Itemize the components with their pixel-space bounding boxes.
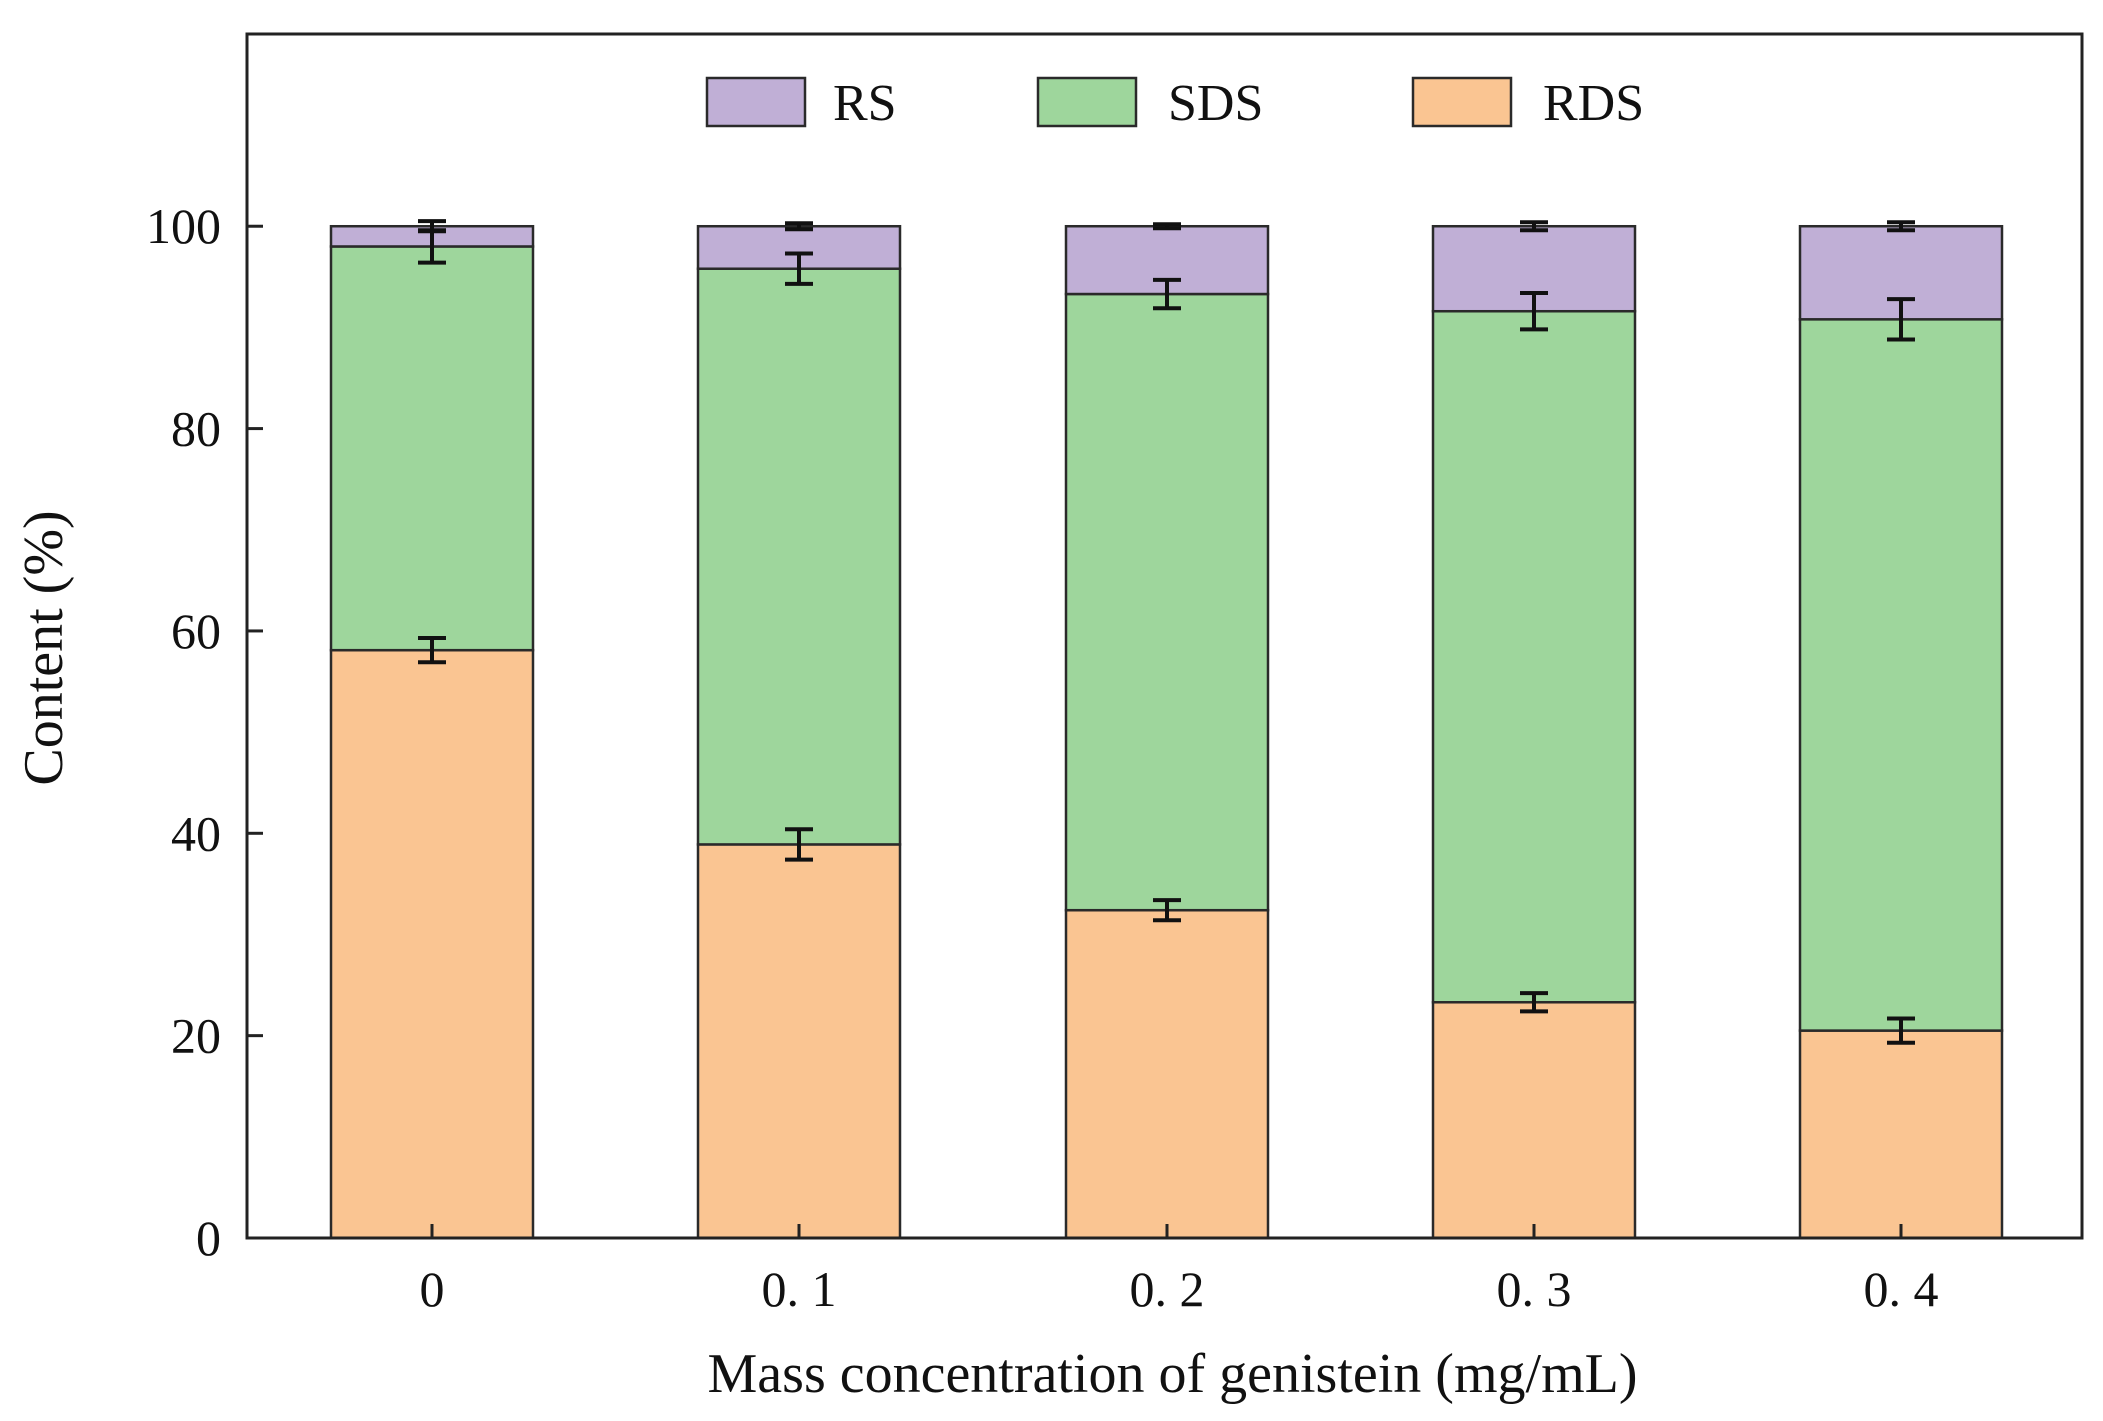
y-tick-label: 100 <box>146 198 221 254</box>
bar-sds-0 <box>329 245 535 652</box>
legend-label-sds: SDS <box>1168 75 1263 132</box>
legend-label-rds: RDS <box>1543 75 1644 132</box>
x-tick-label: 0. 2 <box>1130 1261 1205 1317</box>
error-bar-rs-1 <box>785 221 813 232</box>
y-axis: 0 20 40 60 80 100 <box>146 198 263 1266</box>
bar-rds-0 <box>329 648 535 1240</box>
legend-swatch-rds <box>1411 76 1513 128</box>
legend: RS SDS RDS <box>705 75 1644 132</box>
bar-sds-4 <box>1798 318 2004 1032</box>
x-axis: 0 0. 1 0. 2 0. 3 0. 4 <box>420 1224 1939 1317</box>
error-bar-rs-0 <box>418 219 446 234</box>
legend-item-rds: RDS <box>1411 75 1644 132</box>
error-bar-rds-3 <box>1520 991 1548 1014</box>
error-bar-rs-3 <box>1520 220 1548 233</box>
y-tick-label: 0 <box>196 1210 221 1266</box>
error-bar-sds-3 <box>1520 291 1548 332</box>
x-tick-label: 0 <box>420 1261 445 1317</box>
x-tick-label: 0. 1 <box>762 1261 837 1317</box>
legend-item-sds: SDS <box>1036 75 1263 132</box>
error-bar-sds-4 <box>1887 297 1915 342</box>
legend-swatch-sds <box>1036 76 1138 128</box>
error-bar-rds-4 <box>1887 1016 1915 1045</box>
bar-rds-3 <box>1431 1001 1637 1240</box>
error-bar-sds-2 <box>1153 277 1181 311</box>
error-bar-sds-1 <box>785 251 813 286</box>
y-axis-title: Content (%) <box>13 510 75 785</box>
y-tick-label: 80 <box>171 401 221 457</box>
bar-sds-2 <box>1064 292 1270 912</box>
x-tick-label: 0. 3 <box>1497 1261 1572 1317</box>
error-bar-rs-2 <box>1153 222 1181 231</box>
error-bar-rds-2 <box>1153 898 1181 923</box>
error-bar-rs-4 <box>1887 220 1915 233</box>
legend-label-rs: RS <box>833 75 897 132</box>
bar-rds-4 <box>1798 1029 2004 1240</box>
bar-sds-1 <box>696 267 902 846</box>
error-bar-rds-0 <box>418 636 446 665</box>
y-tick-label: 60 <box>171 603 221 659</box>
x-tick-label: 0. 4 <box>1864 1261 1939 1317</box>
bars-layer <box>329 224 2004 1240</box>
bar-rds-1 <box>696 843 902 1240</box>
legend-item-rs: RS <box>705 75 897 132</box>
x-axis-title: Mass concentration of genistein (mg/mL) <box>708 1343 1638 1405</box>
error-bar-rds-1 <box>785 827 813 862</box>
bar-rds-2 <box>1064 908 1270 1240</box>
y-tick-label: 20 <box>171 1008 221 1064</box>
plot-frame <box>245 32 2084 1240</box>
legend-swatch-rs <box>705 76 807 128</box>
y-tick-label: 40 <box>171 805 221 861</box>
bar-sds-3 <box>1431 309 1637 1004</box>
error-bars-layer <box>418 219 1915 1045</box>
